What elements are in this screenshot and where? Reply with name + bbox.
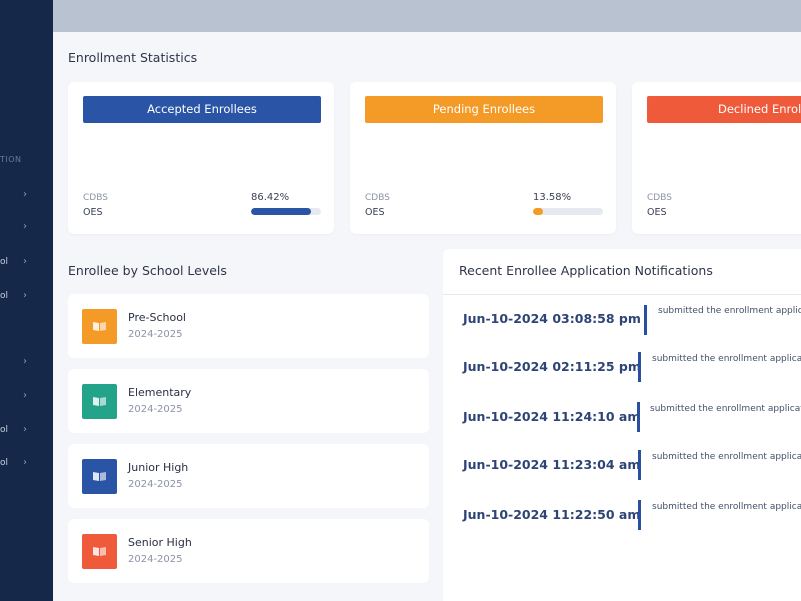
sidebar-item[interactable]: › bbox=[0, 390, 53, 405]
chevron-right-icon: › bbox=[23, 256, 27, 267]
level-name: Junior High bbox=[128, 461, 189, 474]
chevron-right-icon: › bbox=[23, 221, 27, 232]
timeline-marker bbox=[638, 500, 641, 530]
progress-track bbox=[533, 208, 603, 215]
level-card-junior-high[interactable]: Junior High 2024-2025 bbox=[68, 444, 429, 508]
notification-message[interactable]: submitted the enrollment application bbox=[652, 354, 801, 364]
sidebar-item-label: ol bbox=[0, 257, 9, 267]
chevron-right-icon: › bbox=[23, 424, 27, 435]
progress-fill bbox=[533, 208, 543, 215]
level-card-pre-school[interactable]: Pre-School 2024-2025 bbox=[68, 294, 429, 358]
chevron-right-icon: › bbox=[23, 290, 27, 301]
chevron-right-icon: › bbox=[23, 189, 27, 200]
notifications-panel: Recent Enrollee Application Notification… bbox=[443, 249, 801, 601]
notification-message[interactable]: submitted the enrollment application bbox=[652, 452, 801, 462]
timeline-marker bbox=[637, 402, 640, 432]
stat-school-code: OES bbox=[365, 207, 385, 218]
stat-school-code: CDBS bbox=[83, 193, 108, 203]
notification-timestamp: Jun-10-2024 11:22:50 am bbox=[463, 507, 641, 522]
sidebar-item[interactable]: ol › bbox=[0, 256, 53, 271]
level-year: 2024-2025 bbox=[128, 554, 183, 565]
notification-timestamp: Jun-10-2024 11:23:04 am bbox=[463, 457, 641, 472]
enrollment-statistics-title: Enrollment Statistics bbox=[68, 50, 198, 65]
sidebar-item-label: ol bbox=[0, 458, 9, 468]
book-icon bbox=[82, 309, 117, 344]
level-card-senior-high[interactable]: Senior High 2024-2025 bbox=[68, 519, 429, 583]
progress-fill bbox=[251, 208, 312, 215]
chevron-right-icon: › bbox=[23, 457, 27, 468]
sidebar-item[interactable]: › bbox=[0, 356, 53, 371]
level-year: 2024-2025 bbox=[128, 479, 183, 490]
timeline-marker bbox=[638, 450, 641, 480]
sidebar-item[interactable]: › bbox=[0, 189, 53, 204]
declined-enrollees-button[interactable]: Declined Enrollees bbox=[647, 96, 801, 123]
sidebar-item-label: ol bbox=[0, 291, 9, 301]
notification-timestamp: Jun-10-2024 11:24:10 am bbox=[463, 409, 641, 424]
book-icon bbox=[82, 534, 117, 569]
notification-message[interactable]: submitted the enrollment application bbox=[652, 502, 801, 512]
level-year: 2024-2025 bbox=[128, 329, 183, 340]
book-icon bbox=[82, 459, 117, 494]
declined-stat-card: Declined Enrollees CDBS OES bbox=[632, 82, 801, 234]
level-name: Senior High bbox=[128, 536, 192, 549]
level-name: Pre-School bbox=[128, 311, 186, 324]
pending-enrollees-button[interactable]: Pending Enrollees bbox=[365, 96, 603, 123]
sidebar-item-label: ol bbox=[0, 425, 9, 435]
notifications-title: Recent Enrollee Application Notification… bbox=[459, 263, 713, 278]
progress-track bbox=[251, 208, 321, 215]
notification-message[interactable]: submitted the enrollment application bbox=[650, 404, 801, 414]
notification-timestamp: Jun-10-2024 02:11:25 pm bbox=[463, 359, 641, 374]
sidebar: TION › › ol › ol › › › ol › ol › bbox=[0, 0, 53, 601]
stat-school-code: OES bbox=[83, 207, 103, 218]
top-bar bbox=[53, 0, 801, 32]
sidebar-item[interactable]: ol › bbox=[0, 457, 53, 472]
pending-stat-card: Pending Enrollees CDBS OES 13.58% bbox=[350, 82, 616, 234]
level-card-elementary[interactable]: Elementary 2024-2025 bbox=[68, 369, 429, 433]
book-icon bbox=[82, 384, 117, 419]
timeline-marker bbox=[644, 305, 647, 335]
sidebar-item[interactable]: › bbox=[0, 221, 53, 236]
sidebar-item[interactable]: ol › bbox=[0, 290, 53, 305]
chevron-right-icon: › bbox=[23, 390, 27, 401]
level-name: Elementary bbox=[128, 386, 192, 399]
accepted-enrollees-button[interactable]: Accepted Enrollees bbox=[83, 96, 321, 123]
school-levels-title: Enrollee by School Levels bbox=[68, 263, 227, 278]
sidebar-section-label: TION bbox=[0, 155, 22, 164]
level-year: 2024-2025 bbox=[128, 404, 183, 415]
stat-school-code: CDBS bbox=[365, 193, 390, 203]
notification-timestamp: Jun-10-2024 03:08:58 pm bbox=[463, 311, 641, 326]
divider bbox=[443, 294, 801, 295]
stat-school-code: OES bbox=[647, 207, 667, 218]
chevron-right-icon: › bbox=[23, 356, 27, 367]
notification-message[interactable]: submitted the enrollment application bbox=[658, 306, 801, 316]
stat-school-code: CDBS bbox=[647, 193, 672, 203]
stat-percent: 13.58% bbox=[533, 192, 572, 203]
timeline-marker bbox=[638, 352, 641, 382]
stat-percent: 86.42% bbox=[251, 192, 290, 203]
accepted-stat-card: Accepted Enrollees CDBS OES 86.42% bbox=[68, 82, 334, 234]
sidebar-item[interactable]: ol › bbox=[0, 424, 53, 439]
